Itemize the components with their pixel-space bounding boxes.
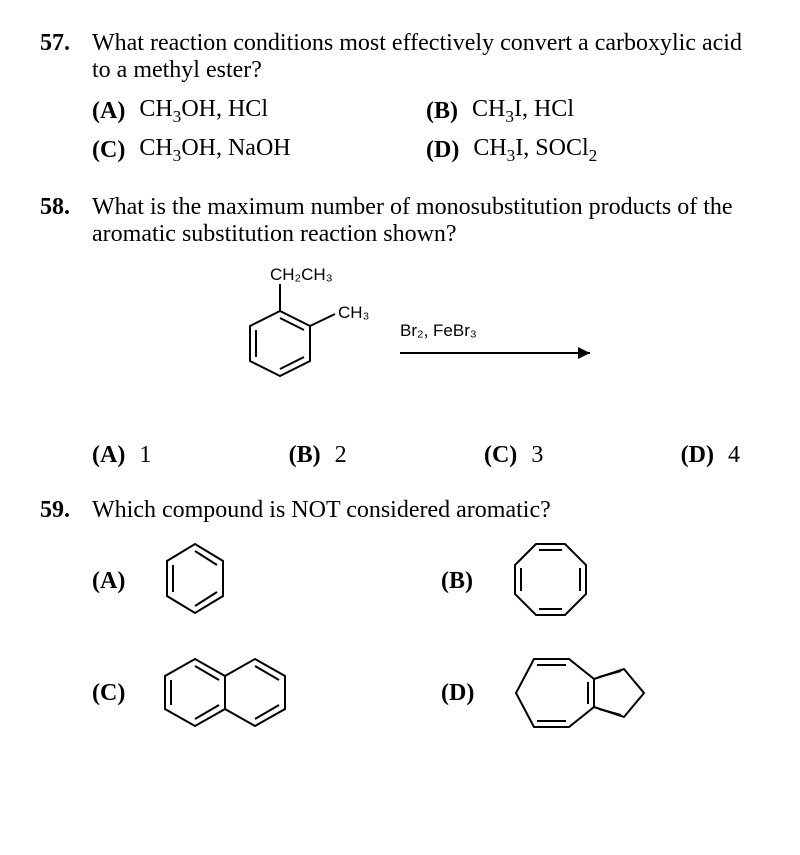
question-number: 57. <box>40 30 92 57</box>
option-value: 4 <box>728 442 740 469</box>
option-value: CH3I, HCl <box>472 96 574 127</box>
question-row: 57. What reaction conditions most effect… <box>40 30 760 84</box>
option-a: (A) CH3OH, HCl <box>92 96 426 127</box>
option-d: (D) 4 <box>681 442 740 469</box>
options-grid: (A) CH3OH, HCl (B) CH3I, HCl (C) CH3OH, … <box>92 96 760 166</box>
question-text: What is the maximum number of monosubsti… <box>92 194 760 248</box>
option-label: (B) <box>441 568 473 595</box>
option-label: (A) <box>92 442 125 469</box>
option-label: (A) <box>92 98 125 125</box>
option-label: (C) <box>92 680 125 707</box>
reagent-text: Br₂, FeBr₃ <box>400 321 600 341</box>
benzene-icon <box>155 536 235 626</box>
option-label: (A) <box>92 568 125 595</box>
option-label: (C) <box>92 137 125 164</box>
option-c: (C) CH3OH, NaOH <box>92 135 426 166</box>
question-59: 59. Which compound is NOT considered aro… <box>40 497 760 739</box>
option-value: 2 <box>335 442 347 469</box>
molecule-svg: CH₂CH₃ CH₃ <box>200 266 370 426</box>
cyclooctatetraene-icon <box>503 534 598 629</box>
option-d: (D) CH3I, SOCl2 <box>426 135 760 166</box>
option-d: (D) <box>441 649 760 739</box>
reaction-arrow-block: Br₂, FeBr₃ <box>400 321 600 370</box>
option-a: (A) <box>92 534 411 629</box>
option-b: (B) CH3I, HCl <box>426 96 760 127</box>
option-value: CH3OH, HCl <box>139 96 268 127</box>
options-row: (A) 1 (B) 2 (C) 3 (D) 4 <box>92 442 740 469</box>
option-label: (D) <box>441 680 474 707</box>
option-value: 3 <box>531 442 543 469</box>
substituent-1: CH₂CH₃ <box>270 266 333 284</box>
question-58: 58. What is the maximum number of monosu… <box>40 194 760 469</box>
structure-options: (A) (B) <box>92 534 760 739</box>
naphthalene-icon <box>155 651 295 736</box>
option-a: (A) 1 <box>92 442 151 469</box>
option-label: (D) <box>426 137 459 164</box>
option-c: (C) <box>92 649 411 739</box>
question-57: 57. What reaction conditions most effect… <box>40 30 760 166</box>
option-label: (C) <box>484 442 517 469</box>
arrow-icon <box>400 343 600 363</box>
option-b: (B) 2 <box>289 442 347 469</box>
option-value: CH3OH, NaOH <box>139 135 290 166</box>
option-c: (C) 3 <box>484 442 543 469</box>
option-label: (B) <box>289 442 321 469</box>
substituent-2: CH₃ <box>338 303 369 322</box>
question-number: 59. <box>40 497 92 524</box>
question-text: What reaction conditions most effectivel… <box>92 30 760 84</box>
option-b: (B) <box>441 534 760 629</box>
question-number: 58. <box>40 194 92 221</box>
option-label: (B) <box>426 98 458 125</box>
option-value: CH3I, SOCl2 <box>473 135 597 166</box>
question-row: 58. What is the maximum number of monosu… <box>40 194 760 248</box>
option-value: 1 <box>139 442 151 469</box>
reaction-diagram: CH₂CH₃ CH₃ Br₂, FeBr₃ <box>40 266 760 426</box>
option-label: (D) <box>681 442 714 469</box>
question-row: 59. Which compound is NOT considered aro… <box>40 497 760 524</box>
question-text: Which compound is NOT considered aromati… <box>92 497 760 524</box>
azulene-icon <box>504 649 654 739</box>
